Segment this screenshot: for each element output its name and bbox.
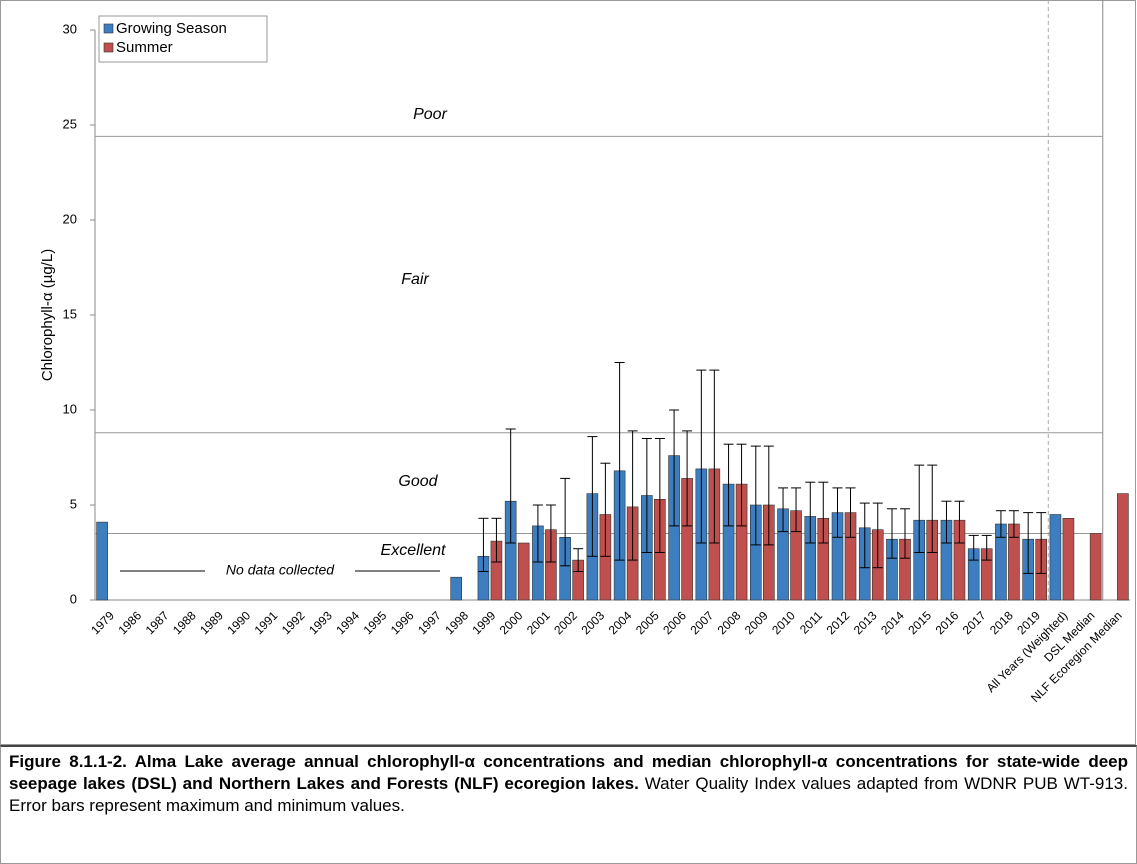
bar [1089,533,1102,601]
x-tick-label: 1987 [143,608,172,637]
y-tick-label: 5 [70,496,77,511]
x-tick-label: 1989 [197,608,226,637]
bar [96,521,108,601]
bar [450,576,462,601]
x-tick-label: 2009 [742,608,771,637]
legend-swatch [103,23,114,34]
y-tick-label: 25 [63,116,77,131]
x-tick-label: 1993 [306,608,335,637]
x-tick-label: 1994 [333,608,362,637]
annotation: No data collected [226,562,335,578]
x-tick-label: 2008 [715,608,744,637]
legend-swatch [103,42,114,53]
annotation: Excellent [381,542,446,559]
bar [517,542,530,601]
x-tick-label: 2011 [797,608,825,636]
x-tick-label: 2013 [851,608,880,637]
x-tick-label: 1991 [252,608,281,637]
bar [1117,493,1129,601]
y-tick-label: 20 [63,211,77,226]
caption-text: Water Quality Index values adapted from … [9,774,1128,815]
bar [1062,517,1075,601]
bar [1049,514,1062,601]
y-tick-label: 0 [70,591,77,606]
x-tick-label: 2003 [578,608,607,637]
x-tick-label: 2000 [497,608,526,637]
chart-frame [0,0,1136,745]
caption-bold: Figure 8.1.1-2. Alma Lake average annual… [9,752,1128,793]
x-tick-label: 2007 [687,608,716,637]
legend-label: Growing Season [116,20,227,37]
x-tick-label: 1986 [115,608,144,637]
x-tick-label: 1979 [88,608,117,637]
x-tick-label: 1997 [415,608,444,637]
x-tick-label: 2016 [933,608,962,637]
x-tick-label: 2017 [960,608,989,637]
chart: Chlorophyll-α (µg/L) 0 5 10 15 20 25 30 Poor Fai… [0,0,1136,745]
x-tick-label: 1996 [388,608,417,637]
x-tick-label: 1988 [170,608,199,637]
y-tick-label: 30 [63,21,77,36]
caption: Figure 8.1.1-2. Alma Lake average annual… [0,745,1137,864]
y-axis-label: Chlorophyll-α (µg/L) [39,249,56,381]
x-tick-label: 2014 [878,608,907,637]
x-tick-label: 1992 [279,608,308,637]
x-tick-label: 2005 [633,608,662,637]
legend-box [98,15,268,63]
x-tick-label: 2018 [987,608,1016,637]
x-tick-label: 1999 [470,608,499,637]
x-tick-label: 2012 [824,608,853,637]
x-tick-label: 2002 [551,608,580,637]
annotation: Poor [413,106,447,123]
legend-label: Summer [116,39,173,56]
x-tick-label: 1998 [442,608,471,637]
x-tick-label: 2001 [524,608,553,637]
annotation: Fair [401,271,429,288]
x-tick-label: 1990 [224,608,253,637]
x-tick-label: 2015 [905,608,934,637]
x-tick-label: 2010 [769,608,798,637]
x-tick-label: 2006 [660,608,689,637]
y-tick-label: 15 [63,306,77,321]
x-tick-label: 2004 [606,608,635,637]
annotation: Good [398,473,438,490]
y-tick-label: 10 [63,401,77,416]
x-tick-label: 1995 [361,608,390,637]
